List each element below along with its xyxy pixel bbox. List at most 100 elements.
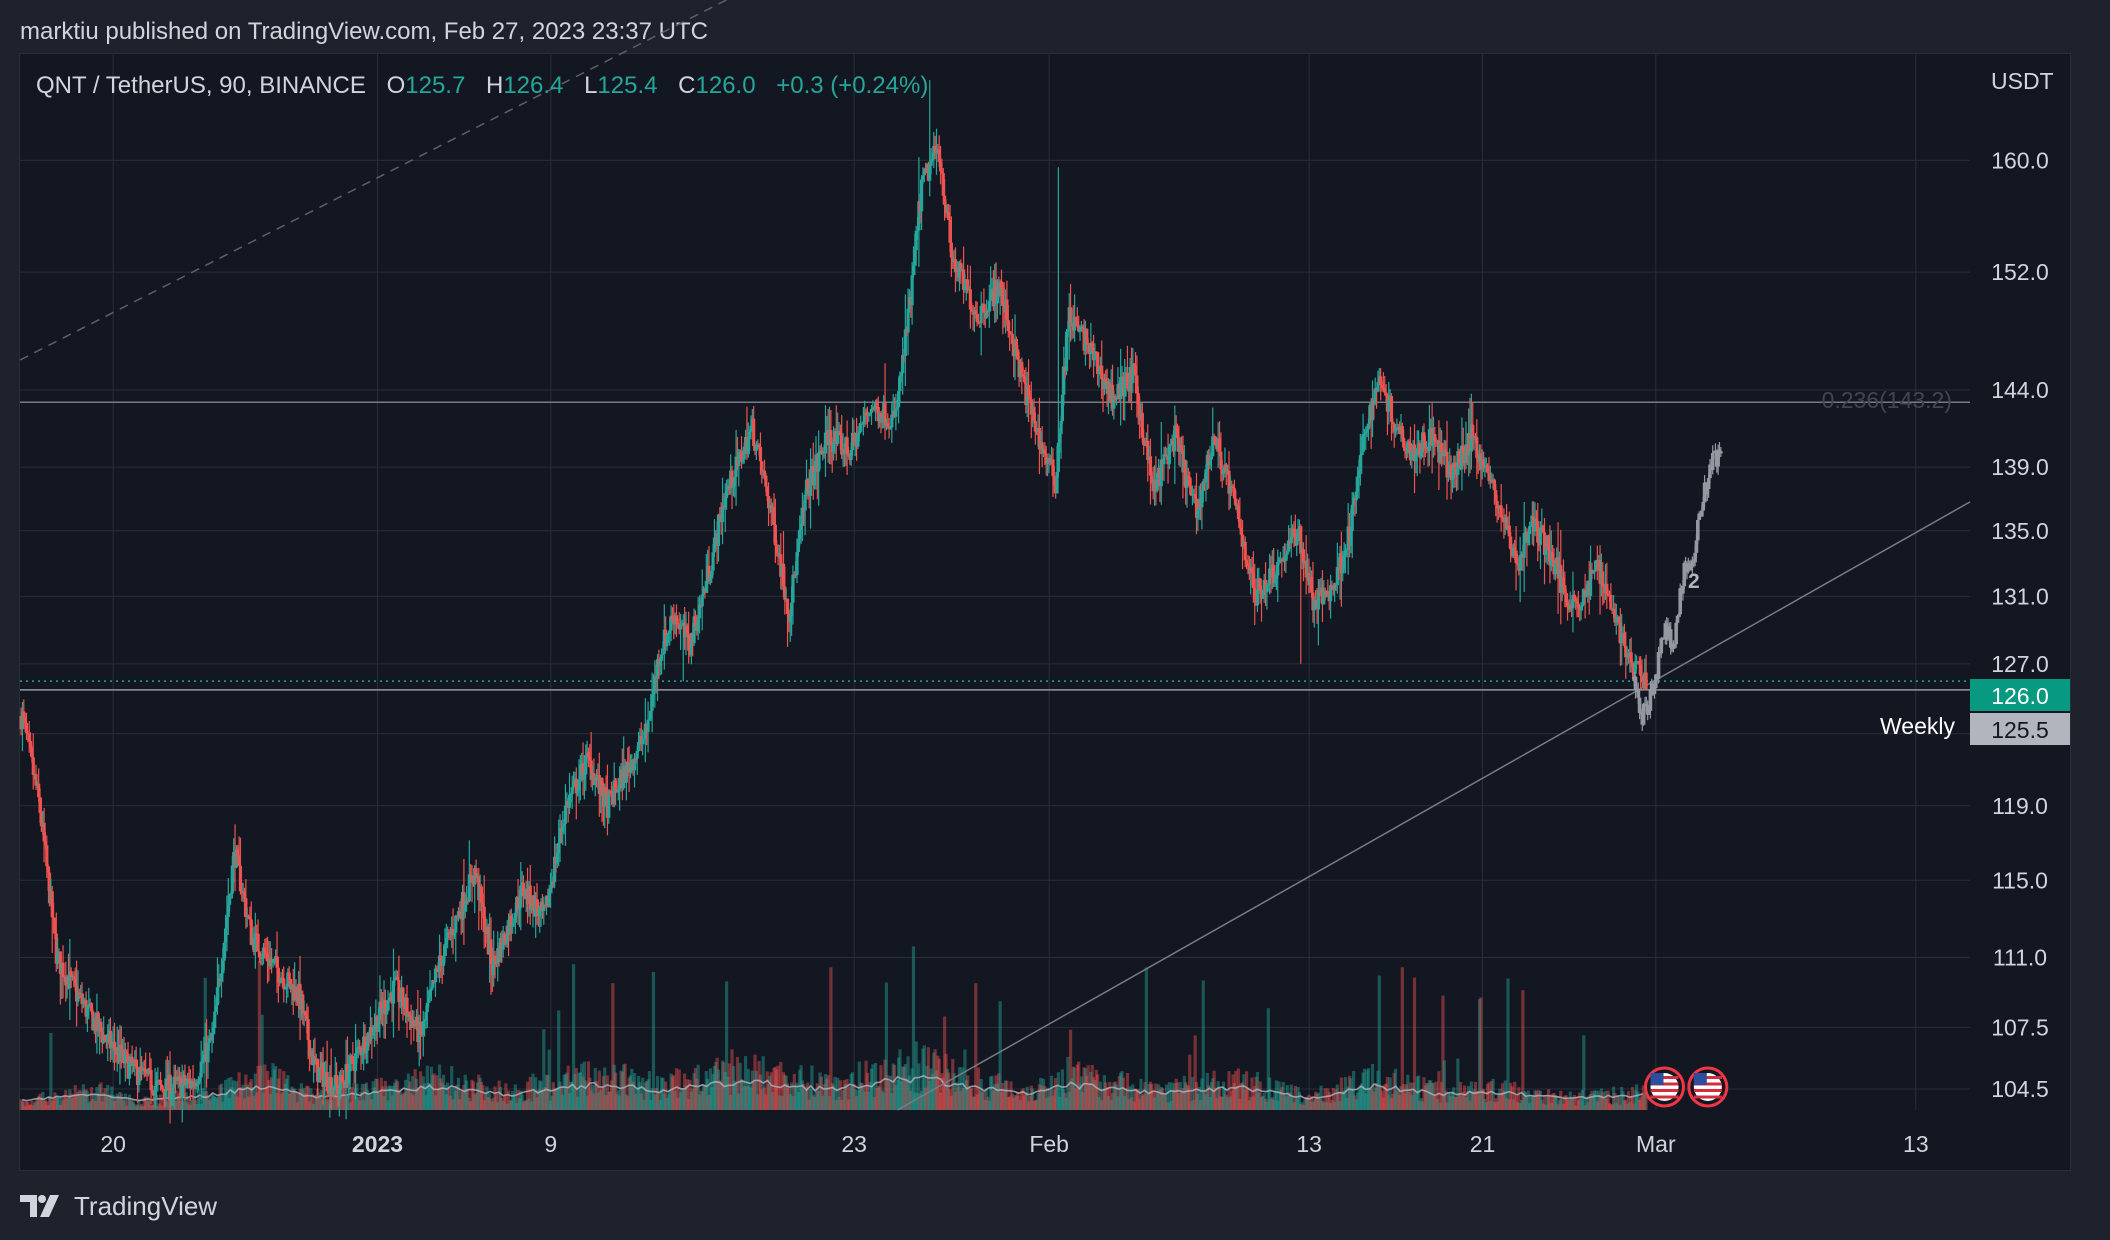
volume-bar (1086, 1065, 1090, 1110)
volume-bar (458, 1098, 462, 1110)
volume-bar (317, 1092, 321, 1110)
volume-bar (405, 1089, 409, 1110)
volume-bar (98, 1084, 102, 1110)
footer-brand[interactable]: TradingView (20, 1186, 217, 1226)
volume-bar (1048, 1089, 1052, 1110)
candle-body (741, 459, 745, 462)
candle-body (149, 1069, 153, 1091)
volume-bar (493, 1086, 497, 1110)
volume-bar (341, 1083, 345, 1110)
symbol-legend[interactable]: QNT / TetherUS, 90, BINANCE O125.7 H126.… (36, 70, 928, 102)
volume-bar (1490, 1081, 1494, 1110)
volume-bar (268, 1093, 272, 1110)
volume-bar (1373, 1087, 1377, 1110)
volume-bar (1281, 1081, 1285, 1110)
volume-bar (408, 1081, 412, 1110)
volume-bar (1590, 1090, 1594, 1110)
volume-bar (1078, 1083, 1082, 1110)
candle-body (883, 402, 887, 427)
candle-body (340, 1075, 344, 1082)
volume-bar (255, 1092, 259, 1110)
candle-body (899, 372, 903, 376)
volume-bar (75, 1095, 79, 1110)
volume-bar (1338, 1101, 1342, 1110)
candle-body (1494, 490, 1498, 502)
volume-bar (439, 1078, 443, 1110)
volume-bar (1162, 1093, 1166, 1110)
volume-bar (980, 1092, 985, 1110)
volume-bar (41, 1092, 45, 1110)
candle-body (1251, 573, 1255, 589)
volume-bar (245, 1084, 249, 1110)
volume-bar (741, 1080, 745, 1110)
candle-body (1022, 376, 1027, 383)
volume-bar (423, 1083, 427, 1110)
chart-pane[interactable] (19, 53, 2071, 1171)
volume-bar (1219, 1096, 1223, 1110)
volume-bar (627, 1077, 631, 1110)
volume-bar (345, 1096, 350, 1110)
volume-bar (340, 1086, 344, 1110)
volume-bar (1477, 999, 1482, 1110)
candle-body (734, 456, 738, 477)
candle-body (831, 442, 836, 452)
volume-bar (1140, 1095, 1144, 1110)
candle-body (1037, 427, 1042, 450)
candle-body (1446, 475, 1450, 478)
volume-bar (1024, 1092, 1028, 1110)
candle-body (73, 978, 77, 985)
volume-bar (947, 1072, 951, 1110)
volume-bar (792, 1073, 796, 1110)
candle-body (1419, 452, 1423, 458)
volume-bar (849, 1073, 853, 1110)
volume-bar (1058, 1096, 1062, 1110)
volume-bar (381, 1086, 385, 1110)
candle-body (616, 789, 620, 792)
candle-body (553, 856, 557, 883)
candle-body (1373, 388, 1377, 404)
candle-body (1062, 366, 1066, 395)
symbol-name[interactable]: QNT / TetherUS, 90, BINANCE (36, 72, 366, 99)
volume-bar (986, 1096, 990, 1110)
candle-body (685, 626, 689, 634)
volume-bar (1632, 1103, 1636, 1110)
candle-body (700, 594, 704, 607)
volume-bar (440, 1082, 444, 1110)
volume-bar (997, 1073, 1001, 1110)
volume-bar (246, 1096, 251, 1110)
candle-body (1457, 451, 1461, 462)
volume-bar (1148, 1081, 1153, 1110)
candle-body (1564, 593, 1568, 603)
volume-bar (626, 1096, 630, 1110)
volume-bar (1044, 1098, 1048, 1110)
volume-bar (83, 1090, 87, 1110)
time-tick-label: 2023 (352, 1131, 403, 1157)
volume-bar (1142, 1094, 1146, 1110)
volume-bar (642, 1099, 646, 1110)
candle-body (903, 329, 907, 356)
volume-bar (1188, 1054, 1192, 1110)
volume-bar (1628, 1102, 1632, 1110)
volume-bar (1291, 1095, 1295, 1110)
candle-body (317, 1067, 321, 1082)
volume-bar (952, 1073, 956, 1110)
candle-body (347, 1071, 351, 1084)
volume-bar (1633, 1090, 1637, 1110)
candle-body (1196, 510, 1200, 518)
volume-bar (1549, 1102, 1553, 1110)
volume-bar (1014, 1095, 1018, 1110)
candle-body (1563, 585, 1567, 594)
volume-bar (1368, 1088, 1372, 1110)
candle-body (217, 978, 221, 988)
candle-body (906, 308, 910, 333)
candle-body (943, 195, 947, 205)
volume-bar (936, 1055, 940, 1110)
volume-bar (1201, 980, 1205, 1110)
volume-bar (1412, 977, 1417, 1110)
candle-body (1624, 645, 1628, 658)
volume-bar (1247, 1100, 1251, 1110)
candle-body (307, 1040, 312, 1057)
candle-body (1208, 459, 1212, 465)
candle-body (1620, 634, 1624, 644)
